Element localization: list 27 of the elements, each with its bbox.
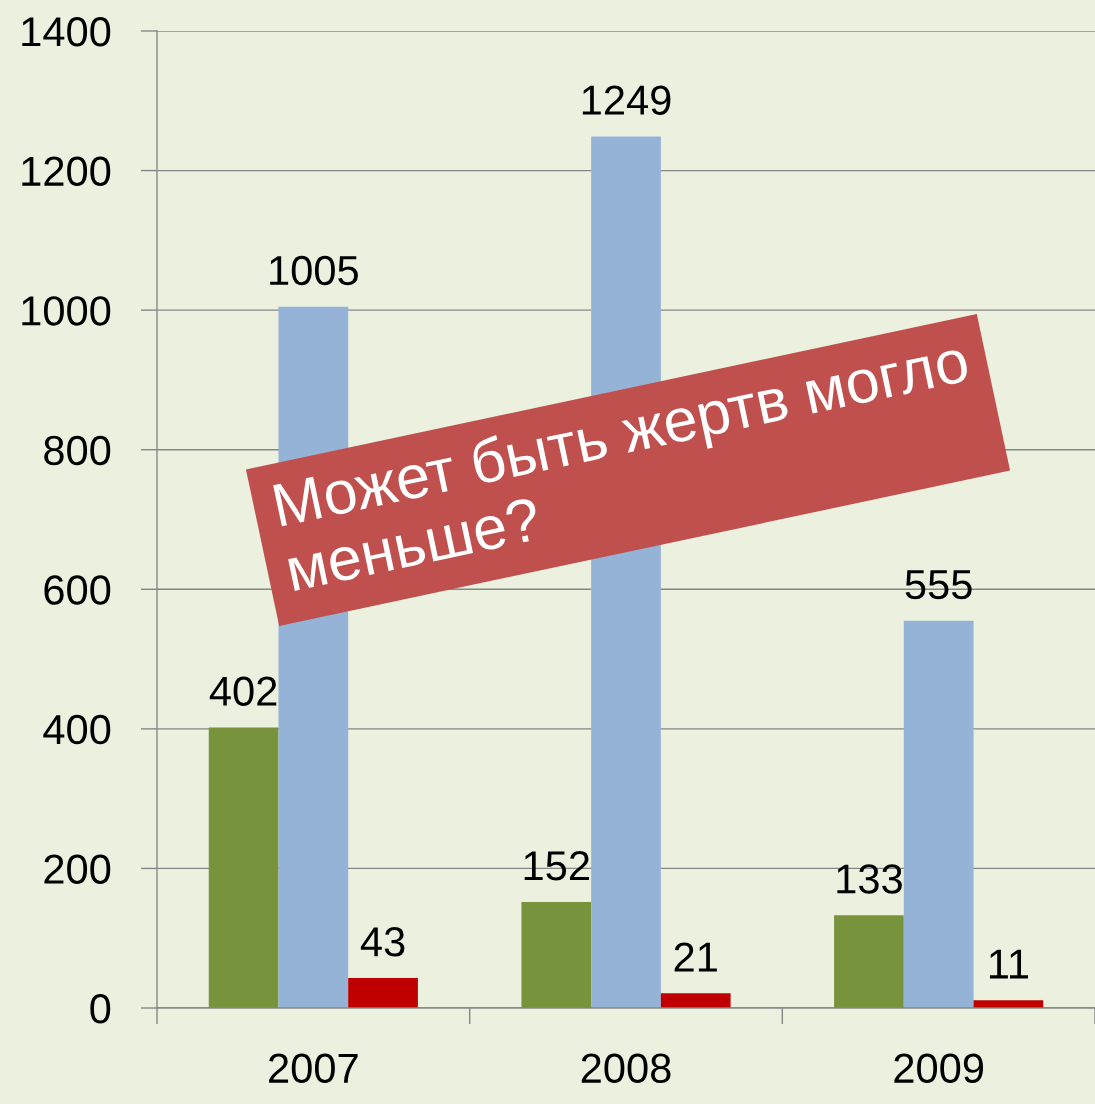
bar xyxy=(834,915,904,1008)
x-tick-label: 2009 xyxy=(894,1053,984,1084)
bar xyxy=(660,993,731,1008)
bar xyxy=(208,727,279,1008)
bar xyxy=(348,977,418,1008)
data-label: 21 xyxy=(674,942,717,972)
x-tick-label: 2007 xyxy=(269,1053,358,1084)
y-tick-label: 0 xyxy=(90,994,111,1024)
y-tick-label: 1400 xyxy=(22,17,111,47)
data-label: 43 xyxy=(360,927,405,957)
data-label: 555 xyxy=(905,570,972,600)
y-tick-label: 1200 xyxy=(22,156,111,187)
bar xyxy=(521,901,592,1008)
bar xyxy=(903,620,974,1008)
y-tick-label: 800 xyxy=(44,435,111,466)
data-label: 152 xyxy=(524,850,589,881)
y-tick-label: 1000 xyxy=(22,296,111,326)
data-label: 133 xyxy=(837,864,902,894)
y-tick-label: 600 xyxy=(44,575,111,605)
data-label: 402 xyxy=(209,676,277,707)
x-tick-label: 2008 xyxy=(581,1053,671,1084)
y-tick-label: 400 xyxy=(43,714,111,745)
y-tick-label: 200 xyxy=(44,854,111,884)
data-label: 1249 xyxy=(582,85,671,115)
data-label: 11 xyxy=(989,949,1028,979)
data-label: 1005 xyxy=(270,255,358,286)
bar xyxy=(973,1000,1044,1008)
